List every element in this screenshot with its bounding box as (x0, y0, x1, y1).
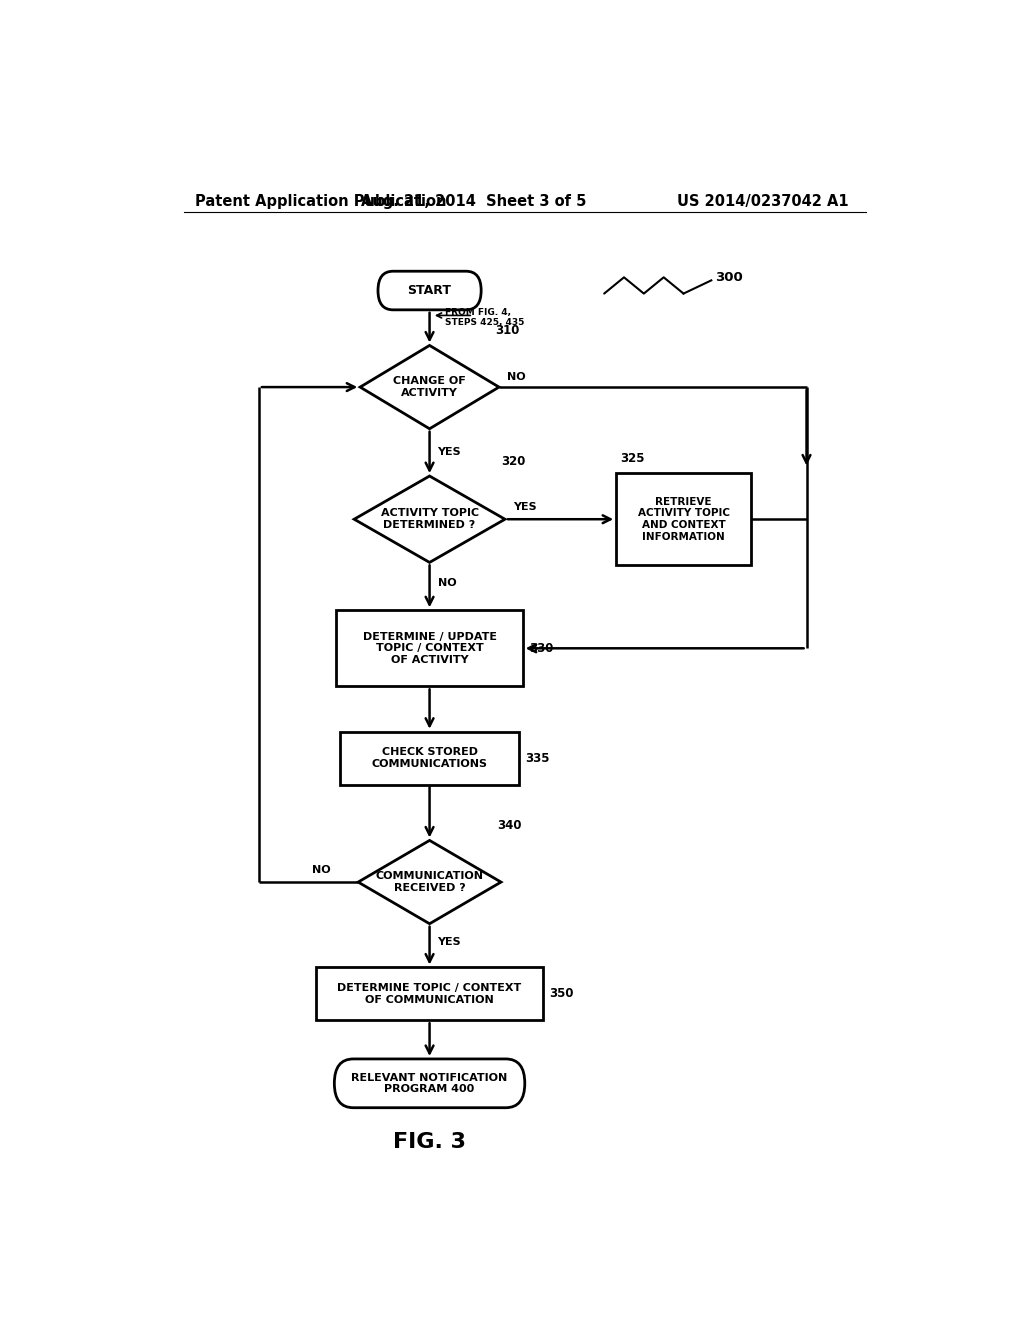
Text: Aug. 21, 2014  Sheet 3 of 5: Aug. 21, 2014 Sheet 3 of 5 (360, 194, 586, 209)
Text: RELEVANT NOTIFICATION
PROGRAM 400: RELEVANT NOTIFICATION PROGRAM 400 (351, 1073, 508, 1094)
FancyBboxPatch shape (336, 610, 523, 686)
FancyBboxPatch shape (340, 731, 519, 784)
Text: 300: 300 (715, 271, 743, 284)
Text: FIG. 3: FIG. 3 (393, 1133, 466, 1152)
Text: ACTIVITY TOPIC
DETERMINED ?: ACTIVITY TOPIC DETERMINED ? (381, 508, 478, 531)
Text: RETRIEVE
ACTIVITY TOPIC
AND CONTEXT
INFORMATION: RETRIEVE ACTIVITY TOPIC AND CONTEXT INFO… (638, 496, 729, 541)
Polygon shape (354, 477, 505, 562)
FancyBboxPatch shape (378, 271, 481, 310)
Text: DETERMINE / UPDATE
TOPIC / CONTEXT
OF ACTIVITY: DETERMINE / UPDATE TOPIC / CONTEXT OF AC… (362, 632, 497, 665)
Text: NO: NO (507, 372, 525, 381)
Text: 340: 340 (497, 820, 521, 833)
FancyBboxPatch shape (334, 1059, 524, 1107)
Text: FROM FIG. 4,
STEPS 425, 435: FROM FIG. 4, STEPS 425, 435 (445, 308, 525, 327)
Text: YES: YES (513, 502, 537, 512)
Text: 350: 350 (549, 987, 573, 1001)
Text: NO: NO (312, 865, 331, 875)
Text: DETERMINE TOPIC / CONTEXT
OF COMMUNICATION: DETERMINE TOPIC / CONTEXT OF COMMUNICATI… (338, 983, 521, 1005)
Text: CHANGE OF
ACTIVITY: CHANGE OF ACTIVITY (393, 376, 466, 397)
FancyBboxPatch shape (616, 474, 751, 565)
FancyBboxPatch shape (316, 968, 543, 1020)
Text: 335: 335 (525, 751, 550, 764)
Text: US 2014/0237042 A1: US 2014/0237042 A1 (677, 194, 849, 209)
Polygon shape (360, 346, 499, 429)
Text: 325: 325 (620, 453, 644, 466)
Text: 310: 310 (495, 325, 519, 338)
Text: 320: 320 (501, 455, 525, 467)
Polygon shape (358, 841, 501, 924)
Text: COMMUNICATION
RECEIVED ?: COMMUNICATION RECEIVED ? (376, 871, 483, 892)
Text: YES: YES (437, 937, 461, 946)
Text: 330: 330 (529, 642, 554, 655)
Text: Patent Application Publication: Patent Application Publication (196, 194, 446, 209)
Text: NO: NO (437, 578, 456, 587)
Text: YES: YES (437, 447, 461, 458)
Text: START: START (408, 284, 452, 297)
Text: CHECK STORED
COMMUNICATIONS: CHECK STORED COMMUNICATIONS (372, 747, 487, 768)
